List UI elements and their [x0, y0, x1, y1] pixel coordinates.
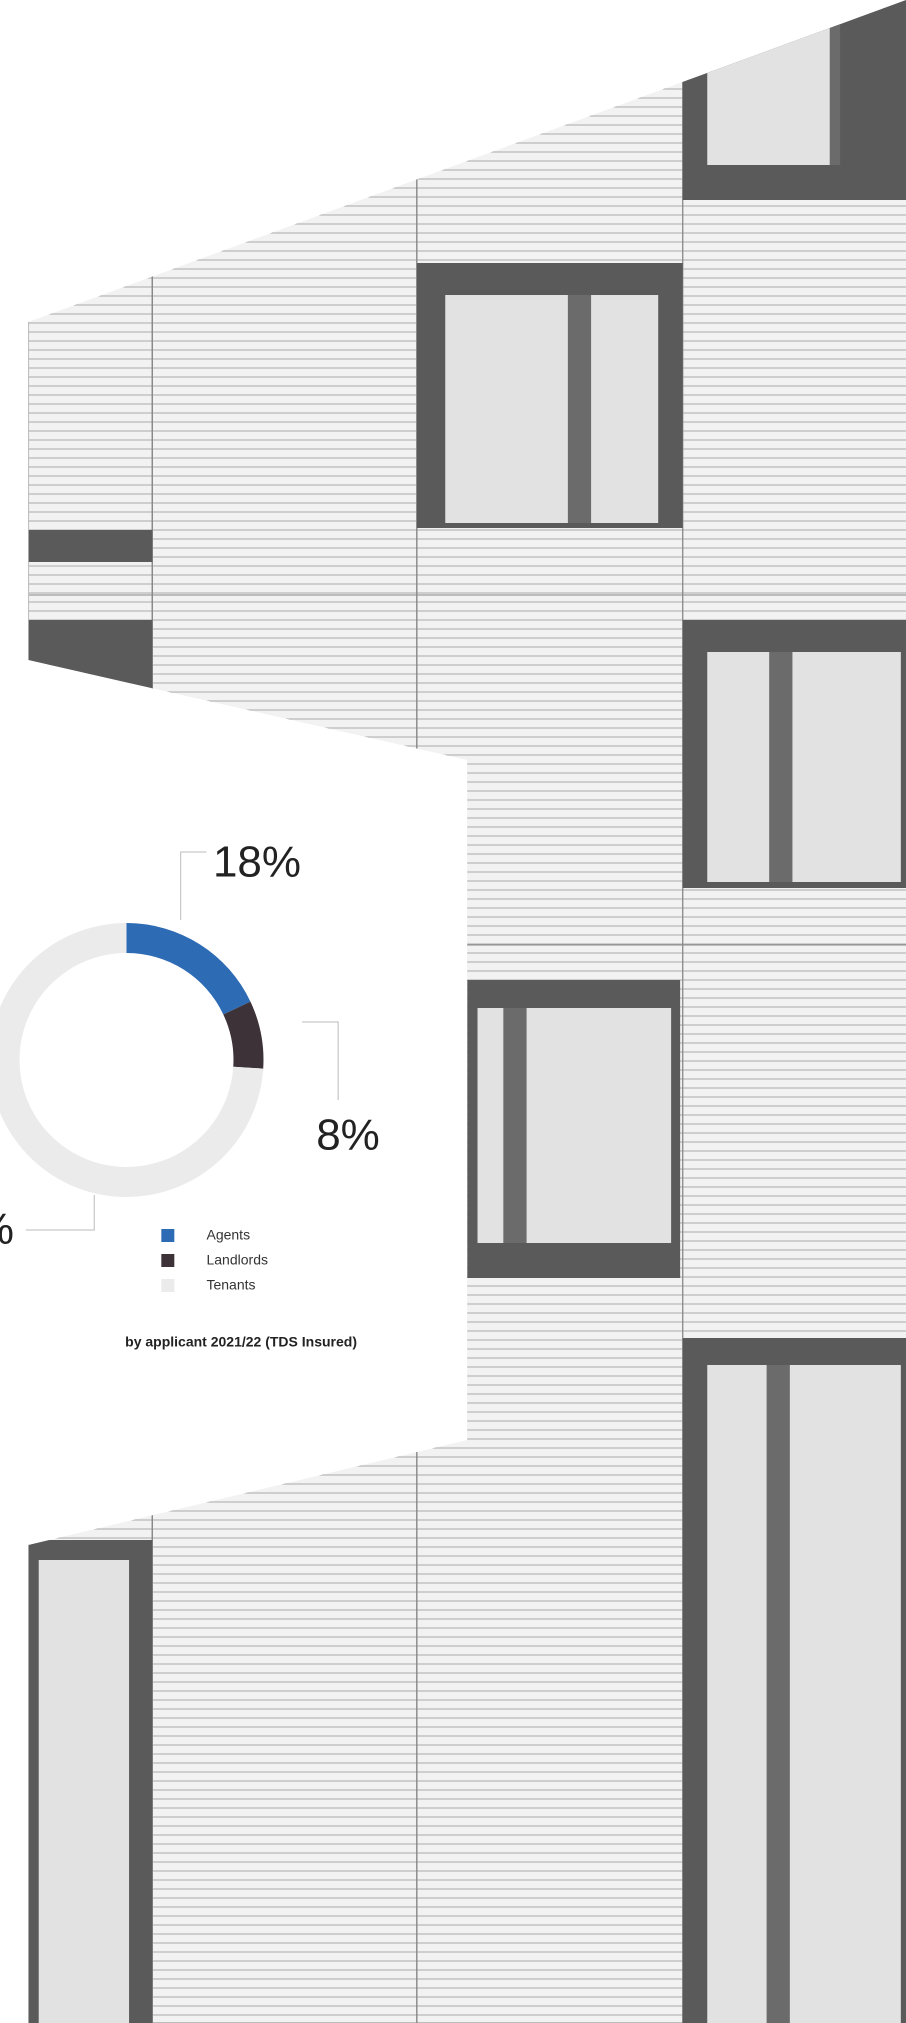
leader-line — [181, 852, 207, 920]
data-label: 8% — [316, 1111, 380, 1160]
leader-line — [302, 1022, 338, 1100]
chart-title: by applicant 2021/22 (TDS Insured) — [125, 1334, 357, 1350]
data-label: 18% — [213, 838, 301, 887]
legend-label: Landlords — [206, 1252, 268, 1268]
data-label: 74% — [0, 1205, 14, 1254]
legend-swatch — [161, 1279, 174, 1292]
legend-swatch — [161, 1229, 174, 1242]
leader-line — [26, 1195, 94, 1230]
page: {"chart_data": {"type": "pie", "title": … — [0, 0, 906, 2023]
chart: by applicant 2021/22 (TDS Insured) 18% 8%… — [0, 0, 906, 2023]
legend-swatch — [161, 1254, 174, 1267]
legend-label: Agents — [206, 1227, 250, 1243]
legend-label: Tenants — [206, 1277, 255, 1293]
pie-slice — [126, 923, 250, 1014]
pie-slice — [223, 1002, 263, 1069]
